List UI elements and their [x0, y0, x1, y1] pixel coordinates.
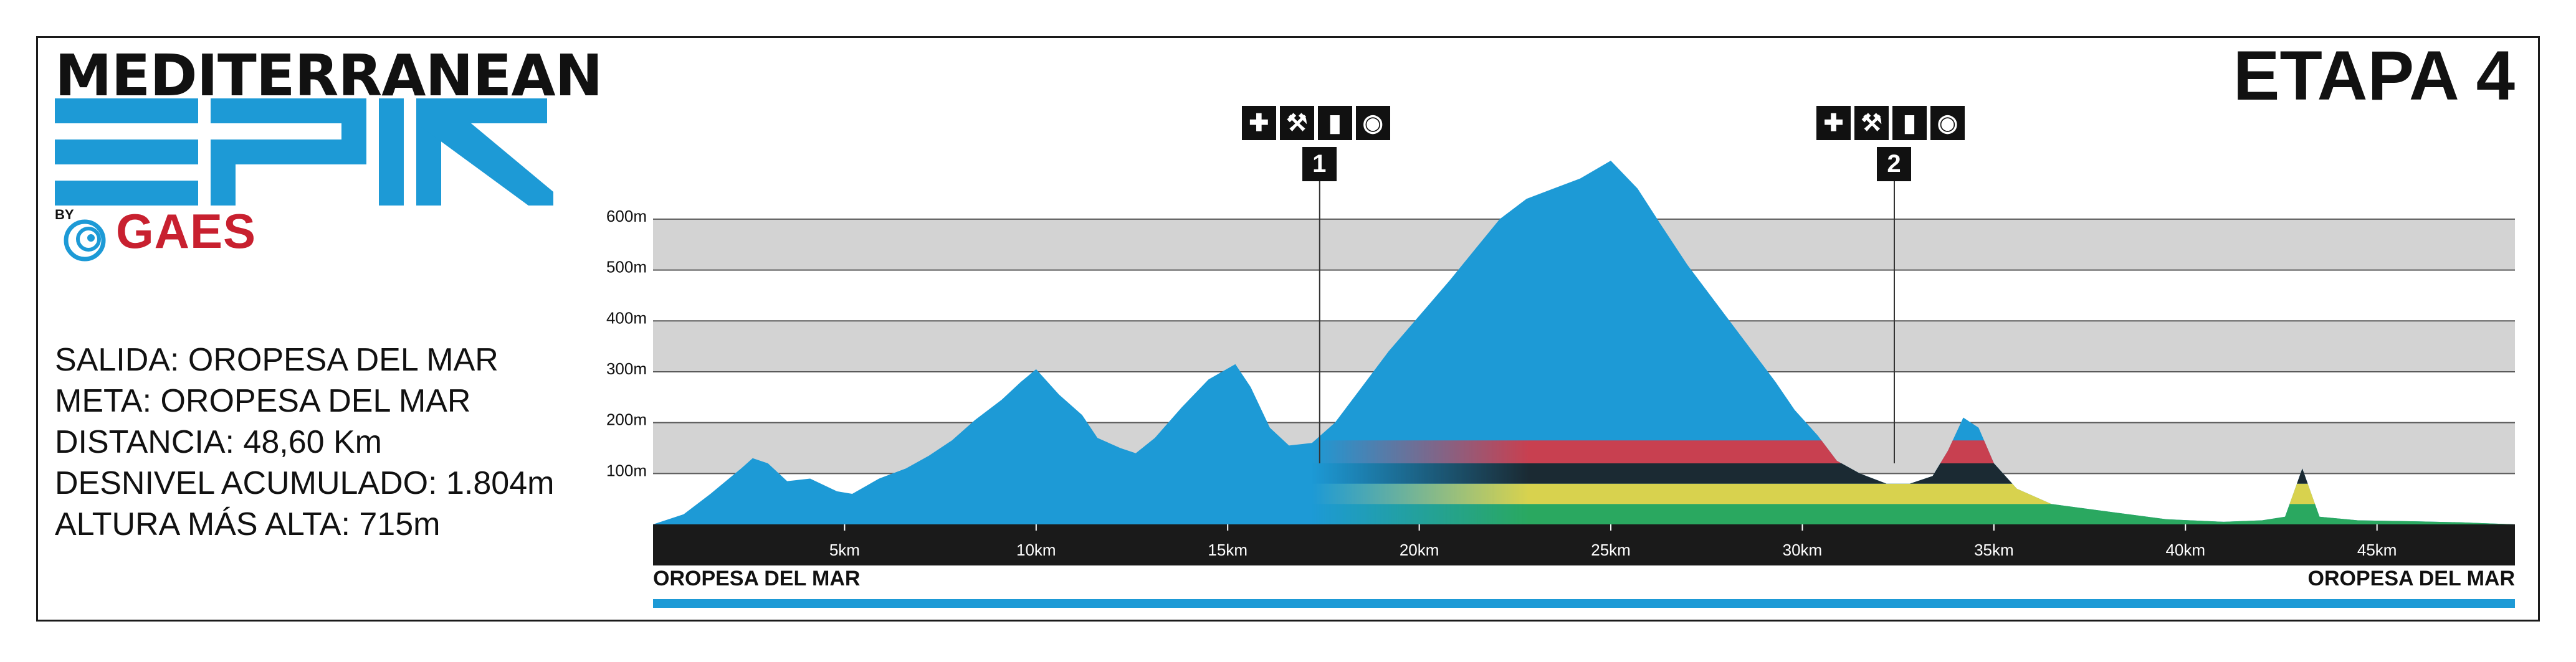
x-tick-label: 5km — [829, 541, 860, 559]
food-icon: ◉ — [1355, 106, 1390, 140]
elevation-profile — [653, 161, 2515, 524]
x-axis-bar — [653, 524, 2515, 565]
info-salida: SALIDA: OROPESA DEL MAR — [55, 342, 499, 378]
checkpoint-number: 1 — [1302, 147, 1337, 181]
info-desnivel: DESNIVEL ACUMULADO: 1.804m — [55, 465, 555, 501]
info-meta: META: OROPESA DEL MAR — [55, 383, 471, 419]
y-tick-label: 200m — [606, 410, 647, 429]
brand-by: BY — [55, 207, 74, 222]
y-tick-label: 600m — [606, 207, 647, 225]
x-tick-label: 15km — [1208, 541, 1247, 559]
epic-logo — [55, 98, 553, 206]
gaes-swirl-icon — [64, 219, 106, 262]
x-tick-label: 20km — [1400, 541, 1439, 559]
y-tick-label: 500m — [606, 258, 647, 277]
y-tick-label: 300m — [606, 359, 647, 378]
x-tick-label: 25km — [1591, 541, 1631, 559]
wrench-icon: ⚒ — [1854, 106, 1889, 140]
brand-line1: MEDITERRANEAN — [55, 42, 603, 109]
wrench-icon: ⚒ — [1279, 106, 1314, 140]
terrain-band-green — [1312, 504, 2515, 524]
start-place: OROPESA DEL MAR — [653, 567, 861, 590]
bottle-icon: ▮ — [1317, 106, 1352, 140]
x-tick-label: 35km — [1974, 541, 2014, 559]
brand-sponsor: GAES — [116, 204, 257, 258]
medical-icon: ✚ — [1241, 106, 1276, 140]
food-icon: ◉ — [1930, 106, 1965, 140]
info-altura: ALTURA MÁS ALTA: 715m — [55, 506, 441, 542]
terrain-band-yellow — [1312, 483, 2515, 504]
medical-icon: ✚ — [1816, 106, 1851, 140]
y-tick-label: 100m — [606, 461, 647, 480]
poster-frame — [36, 36, 2540, 622]
stage-title: ETAPA 4 — [2233, 37, 2515, 115]
end-place: OROPESA DEL MAR — [2307, 567, 2515, 590]
checkpoint-2: ✚ ⚒ ▮ ◉ 2 — [1816, 106, 1965, 181]
x-tick-label: 30km — [1783, 541, 1823, 559]
stage-info: SALIDA: OROPESA DEL MAR META: OROPESA DE… — [55, 339, 554, 545]
x-tick-label: 45km — [2357, 541, 2397, 559]
route-bar — [653, 599, 2515, 608]
x-tick-label: 10km — [1016, 541, 1056, 559]
bottle-icon: ▮ — [1892, 106, 1927, 140]
checkpoint-1: ✚ ⚒ ▮ ◉ 1 — [1241, 106, 1390, 181]
x-tick-label: 40km — [2165, 541, 2205, 559]
y-tick-label: 400m — [606, 308, 647, 327]
checkpoint-number: 2 — [1877, 147, 1911, 181]
info-distancia: DISTANCIA: 48,60 Km — [55, 424, 382, 460]
